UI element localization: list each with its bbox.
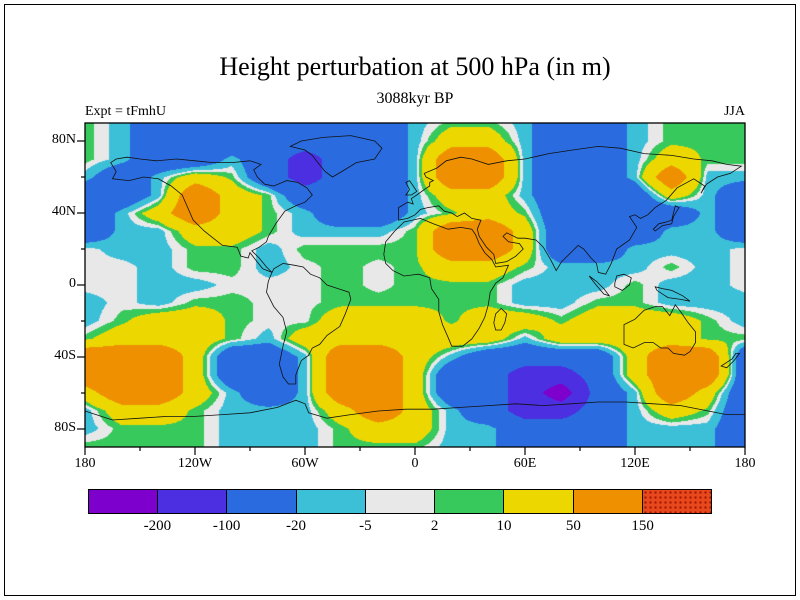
colorbar-cell: [503, 490, 573, 513]
colorbar-tick-label: -20: [286, 518, 306, 534]
colorbar-tick-label: 150: [631, 518, 654, 534]
lat-tick-label: 40S: [54, 348, 76, 363]
lat-tick-label: 40N: [51, 204, 76, 219]
lon-tick-label: 180: [74, 456, 96, 471]
lat-tick-label: 80S: [54, 420, 76, 435]
colorbar-cell: [641, 490, 711, 513]
coastline: [398, 145, 743, 275]
coastline: [652, 205, 680, 232]
colorbar-cell: [89, 490, 158, 513]
coastline: [405, 180, 418, 196]
contour-field-canvas: [85, 123, 745, 447]
coastline: [383, 217, 510, 347]
plot-title: Height perturbation at 500 hPa (in m): [219, 52, 611, 81]
coastline: [588, 275, 611, 297]
coastline: [614, 273, 632, 291]
colorbar-tick-label: 10: [496, 518, 512, 534]
lon-tick-label: 60W: [291, 456, 319, 471]
experiment-label: Expt = tFmhU: [85, 104, 167, 119]
coastline: [720, 353, 741, 369]
colorbar-tick-label: -100: [212, 518, 241, 534]
colorbar-cell: [295, 490, 365, 513]
colorbar-cell: [572, 490, 642, 513]
plot-subtitle: 3088kyr BP: [376, 90, 454, 107]
lat-tick-label: 80N: [51, 132, 76, 147]
colorbar-tick-label: -200: [143, 518, 172, 534]
colorbar-cell: [226, 490, 296, 513]
colorbar-tick-label: -5: [359, 518, 372, 534]
lon-tick-label: 0: [411, 456, 419, 471]
colorbar-cell: [364, 490, 435, 513]
lon-tick-label: 120W: [177, 456, 213, 471]
coastline: [110, 156, 313, 273]
lon-tick-label: 120E: [620, 456, 650, 471]
map-area: [77, 122, 746, 455]
coastline: [654, 286, 691, 302]
lon-tick-label: 60E: [513, 456, 537, 471]
colorbar-tick-label: 2: [430, 518, 439, 534]
coastlines-overlay: [77, 122, 746, 455]
coastline: [84, 399, 745, 421]
colorbar-cell: [434, 490, 504, 513]
coastline: [493, 307, 508, 331]
colorbar: [88, 489, 712, 514]
season-label: JJA: [723, 104, 745, 119]
coastline: [266, 262, 352, 385]
map-frame: [84, 122, 746, 448]
colorbar-tick-label: 50: [565, 518, 581, 534]
lon-tick-label: 180: [734, 456, 756, 471]
lat-tick-label: 0: [69, 276, 76, 291]
colorbar-cell: [157, 490, 227, 513]
coastline: [623, 304, 696, 356]
coastline: [289, 135, 383, 178]
